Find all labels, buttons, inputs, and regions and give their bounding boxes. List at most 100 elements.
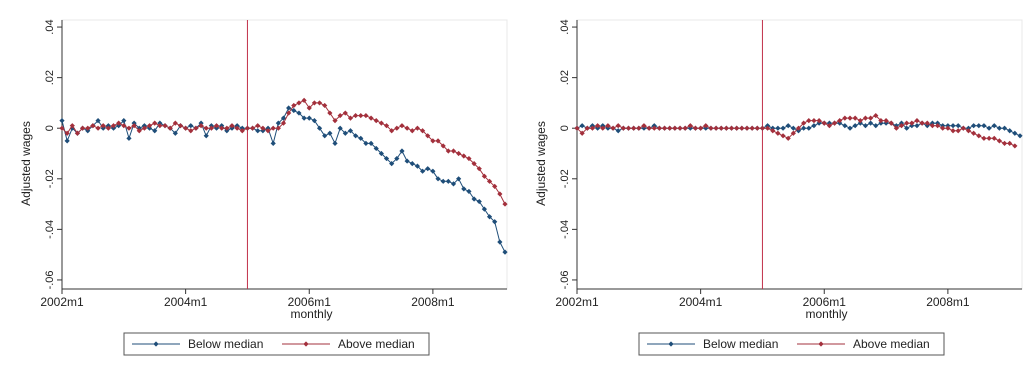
data-point-below-median [806, 125, 812, 131]
data-point-above-median [425, 133, 431, 139]
data-point-above-median [363, 112, 369, 119]
data-point-below-median [842, 123, 848, 129]
data-point-above-median [296, 100, 302, 106]
x-tick-label: 2006m1 [803, 295, 847, 309]
data-point-below-median [492, 219, 498, 225]
data-point-below-median [409, 161, 415, 167]
data-point-above-median [368, 115, 374, 121]
legend: Below median Above median [123, 332, 430, 356]
data-point-above-median [193, 125, 199, 131]
data-point-below-median [95, 118, 101, 124]
data-point-above-median [291, 102, 297, 109]
data-point-above-median [486, 178, 493, 184]
x-tick-label: 2008m1 [926, 295, 970, 309]
data-point-above-median [945, 125, 951, 131]
data-point-above-median [322, 102, 328, 109]
data-point-above-median [373, 118, 379, 124]
data-point-above-median [414, 125, 421, 131]
data-point-below-median [342, 130, 348, 136]
data-point-below-median [471, 196, 477, 202]
data-point-above-median [909, 120, 915, 126]
data-point-above-median [440, 143, 446, 149]
data-point-above-median [208, 125, 214, 131]
data-point-above-median [775, 130, 781, 136]
data-point-below-median [435, 176, 441, 182]
data-point-above-median [476, 166, 482, 172]
data-point-below-median [389, 161, 395, 167]
data-point-above-median [857, 118, 863, 124]
data-point-below-median [456, 176, 462, 182]
data-point-above-median [332, 118, 338, 124]
legend-box [638, 332, 945, 356]
data-point-above-median [481, 173, 487, 179]
data-point-below-median [296, 110, 302, 116]
data-point-below-median [955, 123, 961, 129]
x-tick-label: 2006m1 [288, 295, 332, 309]
data-point-above-median [739, 125, 745, 131]
data-point-below-median [1007, 128, 1013, 134]
data-point-above-median [260, 125, 266, 131]
data-point-above-median [971, 130, 977, 136]
data-point-above-median [409, 128, 415, 134]
data-point-above-median [275, 125, 281, 131]
data-point-above-median [198, 123, 204, 129]
data-point-above-median [780, 133, 786, 139]
data-point-above-median [502, 201, 508, 207]
data-point-above-median [816, 118, 822, 124]
data-point-above-median [110, 123, 117, 129]
data-point-below-median [286, 105, 292, 111]
data-point-above-median [306, 105, 312, 111]
data-point-above-median [126, 125, 132, 131]
data-point-above-median [74, 130, 81, 136]
data-point-below-median [121, 118, 127, 124]
data-point-above-median [146, 123, 153, 129]
data-point-above-median [301, 97, 307, 103]
data-point-below-median [291, 107, 297, 114]
data-point-below-median [378, 150, 384, 157]
data-point-above-median [90, 123, 96, 129]
data-point-below-median [873, 123, 879, 129]
data-point-above-median [378, 120, 384, 126]
data-point-below-median [270, 140, 276, 146]
data-point-below-median [363, 140, 369, 146]
data-point-below-median [868, 120, 874, 126]
data-point-above-median [976, 133, 982, 139]
legend-label-below-median: Below median [703, 337, 778, 351]
data-point-above-median [981, 135, 987, 141]
data-point-above-median [105, 125, 111, 131]
data-point-above-median [80, 125, 86, 131]
data-point-above-median [183, 125, 189, 131]
y-tick-label: -.02 [559, 169, 571, 188]
data-point-above-median [991, 135, 997, 141]
data-point-below-median [203, 133, 209, 139]
y-tick-label: -.04 [559, 220, 571, 239]
data-point-above-median [883, 118, 889, 124]
data-point-above-median [316, 100, 323, 106]
data-point-above-median [116, 120, 122, 126]
data-point-above-median [389, 128, 395, 134]
data-point-above-median [924, 120, 930, 126]
data-point-below-median [358, 135, 364, 141]
data-point-above-median [795, 125, 802, 131]
y-tick-label: 0 [559, 125, 571, 131]
data-point-below-median [311, 118, 318, 124]
data-point-above-median [327, 110, 333, 116]
data-point-above-median [934, 123, 941, 129]
data-point-above-median [255, 123, 261, 129]
data-point-above-median [157, 123, 163, 129]
data-point-below-median [502, 249, 508, 255]
data-point-above-median [940, 125, 946, 131]
data-point-below-median [801, 125, 807, 131]
data-point-above-median [347, 115, 354, 121]
data-point-above-median [734, 125, 740, 131]
data-point-above-median [790, 130, 796, 136]
data-point-below-median [486, 214, 493, 220]
data-point-below-median [445, 178, 451, 184]
data-point-above-median [574, 125, 580, 131]
data-point-below-median [497, 239, 503, 245]
data-point-above-median [801, 120, 807, 126]
y-tick-label: .04 [44, 19, 56, 34]
data-point-above-median [461, 153, 467, 159]
data-point-above-median [749, 125, 755, 131]
